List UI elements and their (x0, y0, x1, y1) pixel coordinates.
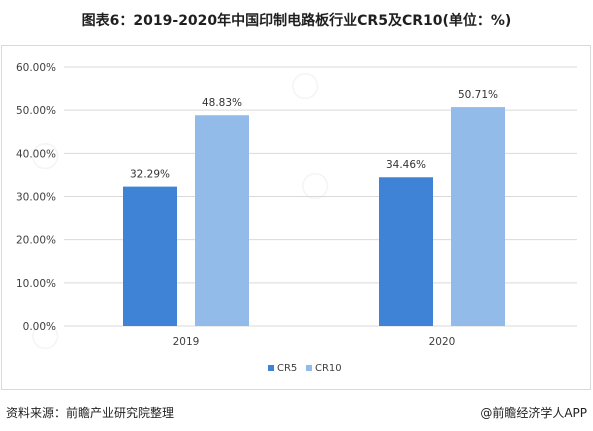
source-note: 资料来源：前瞻产业研究院整理 (6, 406, 175, 420)
y-tick-label: 0.00% (23, 321, 56, 333)
y-tick-label: 40.00% (16, 148, 56, 160)
bar-cr5-2020 (379, 177, 433, 326)
y-tick-label: 60.00% (16, 62, 56, 74)
legend-label-cr10: CR10 (315, 363, 342, 374)
brand-credit: @前瞻经济学人APP (480, 406, 587, 420)
data-label: 50.71% (458, 89, 498, 101)
y-tick-label: 10.00% (16, 278, 56, 290)
data-label: 34.46% (386, 159, 426, 171)
x-tick-label: 2019 (173, 336, 200, 348)
legend-swatch-cr5 (268, 365, 274, 371)
data-label: 48.83% (202, 97, 242, 109)
bar-cr5-2019 (123, 186, 177, 326)
legend-label-cr5: CR5 (277, 363, 297, 374)
x-tick-label: 2020 (429, 336, 456, 348)
chart-title: 图表6：2019-2020年中国印制电路板行业CR5及CR10(单位：%) (81, 13, 512, 29)
y-tick-label: 50.00% (16, 105, 56, 117)
plot-frame (1, 45, 591, 390)
bar-cr10-2019 (195, 115, 249, 326)
y-tick-label: 30.00% (16, 192, 56, 204)
bar-cr10-2020 (451, 107, 505, 326)
legend-swatch-cr10 (306, 365, 312, 371)
y-tick-label: 20.00% (16, 235, 56, 247)
data-label: 32.29% (130, 169, 170, 181)
